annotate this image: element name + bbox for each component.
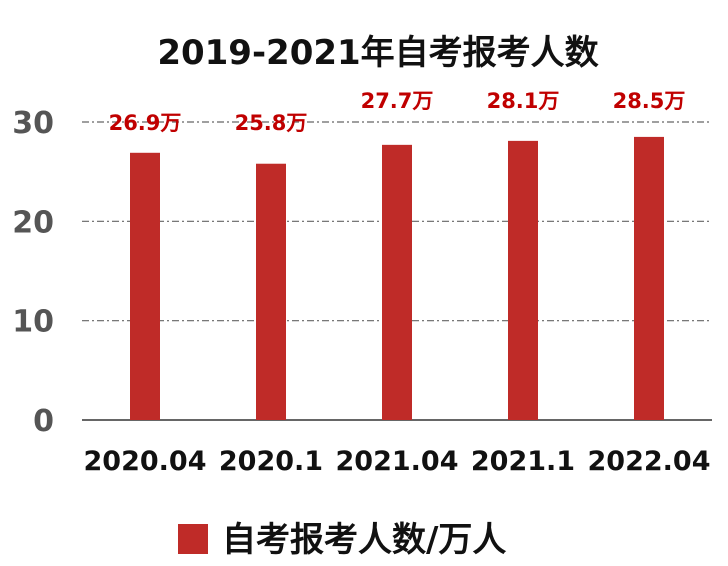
data-label: 27.7万: [361, 89, 434, 113]
chart-title: 2019-2021年自考报考人数: [157, 33, 598, 73]
legend-label: 自考报考人数/万人: [222, 520, 506, 560]
bar: [130, 152, 160, 420]
x-tick-label: 2020.04: [84, 446, 207, 477]
bar: [508, 140, 538, 420]
y-tick-label: 20: [12, 205, 54, 240]
bar: [634, 136, 664, 420]
data-label: 28.1万: [487, 89, 560, 113]
x-tick-label: 2022.04: [588, 446, 711, 477]
y-tick-label: 30: [12, 106, 54, 141]
x-tick-label: 2021.1: [471, 446, 575, 477]
data-labels: 26.9万 25.8万 27.7万 28.1万 28.5万: [109, 89, 686, 135]
y-tick-label: 10: [12, 305, 54, 340]
bars: [130, 136, 664, 420]
y-tick-label: 0: [33, 404, 54, 439]
x-tick-label: 2021.04: [336, 446, 459, 477]
legend: 自考报考人数/万人: [178, 520, 506, 560]
data-label: 28.5万: [613, 89, 686, 113]
bar: [382, 144, 412, 420]
legend-swatch: [178, 524, 208, 554]
bar: [256, 163, 286, 420]
data-label: 26.9万: [109, 111, 182, 135]
data-label: 25.8万: [235, 111, 308, 135]
x-tick-label: 2020.1: [219, 446, 323, 477]
axes: 0 10 20 30 2020.04 2020.1 2021.04 2021.1 2022.04: [12, 106, 712, 477]
